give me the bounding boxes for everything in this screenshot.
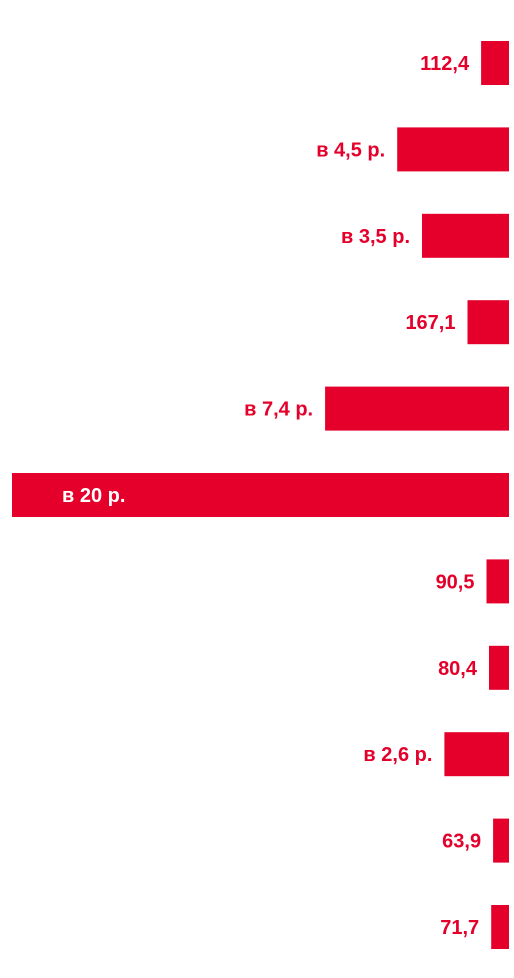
bar-label-7: 90,5 bbox=[436, 571, 475, 593]
bar-label-10: 63,9 bbox=[442, 831, 481, 853]
bar-2 bbox=[397, 127, 509, 172]
bar-11 bbox=[491, 905, 509, 949]
bar-label-11: 71,7 bbox=[440, 917, 479, 939]
bar-8 bbox=[489, 645, 509, 690]
bar-4 bbox=[467, 300, 509, 345]
bar-7 bbox=[486, 559, 509, 604]
bar-5 bbox=[325, 386, 509, 431]
bar-label-2: в 4,5 р. bbox=[316, 139, 385, 161]
bar-label-5: в 7,4 р. bbox=[244, 399, 313, 421]
bar-label-8: 80,4 bbox=[438, 658, 478, 680]
bar-label-9: в 2,6 р. bbox=[363, 744, 432, 766]
bar-9 bbox=[444, 732, 509, 777]
bar-label-1: 112,4 bbox=[420, 53, 470, 75]
bar-label-3: в 3,5 р. bbox=[341, 226, 410, 248]
bar-10 bbox=[493, 818, 509, 863]
bar-1 bbox=[481, 41, 509, 85]
bar-6 bbox=[12, 473, 509, 517]
bar-label-4: 167,1 bbox=[405, 312, 455, 334]
bar-3 bbox=[422, 213, 509, 258]
bar-label-6: в 20 р. bbox=[62, 485, 125, 507]
